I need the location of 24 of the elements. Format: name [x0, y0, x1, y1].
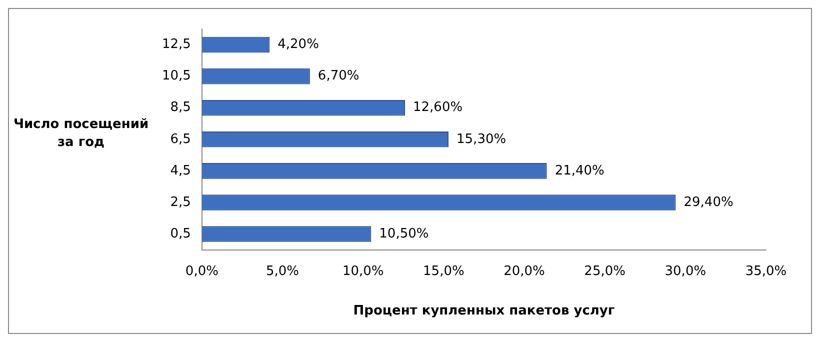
- x-tick-label: 25,0%: [584, 264, 626, 279]
- y-tick-label: 2,5: [170, 194, 191, 210]
- data-label: 15,30%: [456, 132, 506, 147]
- x-tick-label: 10,0%: [342, 264, 384, 279]
- x-tick-label: 15,0%: [423, 264, 464, 279]
- x-tick-label: 30,0%: [664, 264, 706, 279]
- y-tick-label: 4,5: [170, 163, 191, 178]
- y-tick-label: 6,5: [170, 132, 191, 147]
- y-tick-label: 12,5: [162, 37, 191, 52]
- data-label: 21,40%: [554, 163, 604, 178]
- x-tick-label: 35,0%: [745, 264, 787, 279]
- y-tick-label: 10,5: [162, 68, 191, 84]
- x-axis-title: Процент купленных пакетов услуг: [353, 304, 615, 319]
- data-label: 29,40%: [684, 194, 734, 210]
- x-tick-label: 5,0%: [266, 264, 300, 279]
- y-tick-label: 0,5: [170, 226, 191, 242]
- data-label: 6,70%: [318, 68, 360, 84]
- x-tick-label: 20,0%: [504, 264, 545, 279]
- data-label: 4,20%: [278, 37, 319, 52]
- data-label: 10,50%: [379, 226, 429, 242]
- y-tick-label: 8,5: [170, 100, 191, 116]
- data-label: 12,60%: [413, 100, 463, 116]
- x-tick-label: 0,0%: [185, 264, 218, 279]
- y-axis-title: Число посещений за год: [13, 116, 149, 150]
